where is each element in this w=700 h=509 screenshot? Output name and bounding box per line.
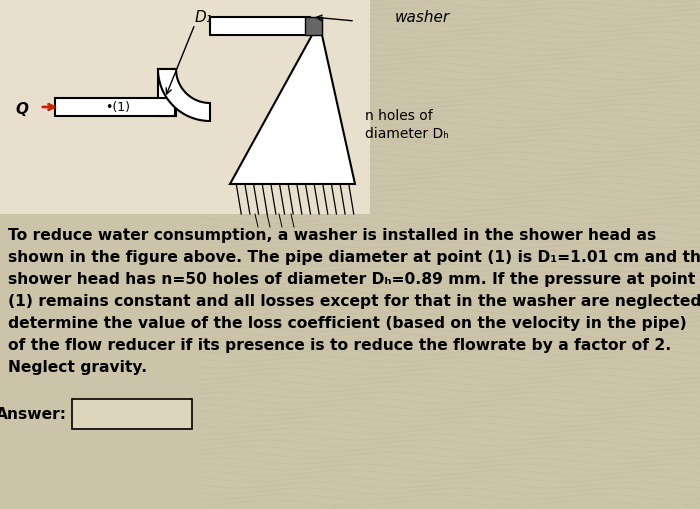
Text: n holes of
diameter Dₕ: n holes of diameter Dₕ: [365, 108, 449, 141]
Bar: [158, 70, 176, 117]
Polygon shape: [158, 70, 210, 122]
Bar: [0, 0, 370, 215]
Bar: [72, 399, 192, 429]
Text: determine the value of the loss coefficient (based on the velocity in the pipe): determine the value of the loss coeffici…: [8, 316, 687, 330]
Text: washer: washer: [395, 11, 450, 25]
Text: Answer:: Answer:: [0, 407, 67, 421]
Text: Neglect gravity.: Neglect gravity.: [8, 359, 147, 374]
Text: D₁: D₁: [195, 11, 213, 25]
Text: •(1): •(1): [106, 101, 130, 115]
Bar: [55, 99, 175, 117]
Polygon shape: [230, 18, 355, 185]
Text: Q: Q: [15, 102, 29, 117]
Text: shower head has n=50 holes of diameter Dₕ=0.89 mm. If the pressure at point: shower head has n=50 holes of diameter D…: [8, 271, 695, 287]
Text: of the flow reducer if its presence is to reduce the flowrate by a factor of 2.: of the flow reducer if its presence is t…: [8, 337, 671, 352]
Bar: [210, 18, 310, 36]
Text: To reduce water consumption, a washer is installed in the shower head as: To reduce water consumption, a washer is…: [8, 228, 657, 242]
Bar: [305, 18, 322, 36]
Text: shown in the figure above. The pipe diameter at point (1) is D₁=1.01 cm and the: shown in the figure above. The pipe diam…: [8, 249, 700, 265]
Text: (1) remains constant and all losses except for that in the washer are neglected,: (1) remains constant and all losses exce…: [8, 293, 700, 308]
